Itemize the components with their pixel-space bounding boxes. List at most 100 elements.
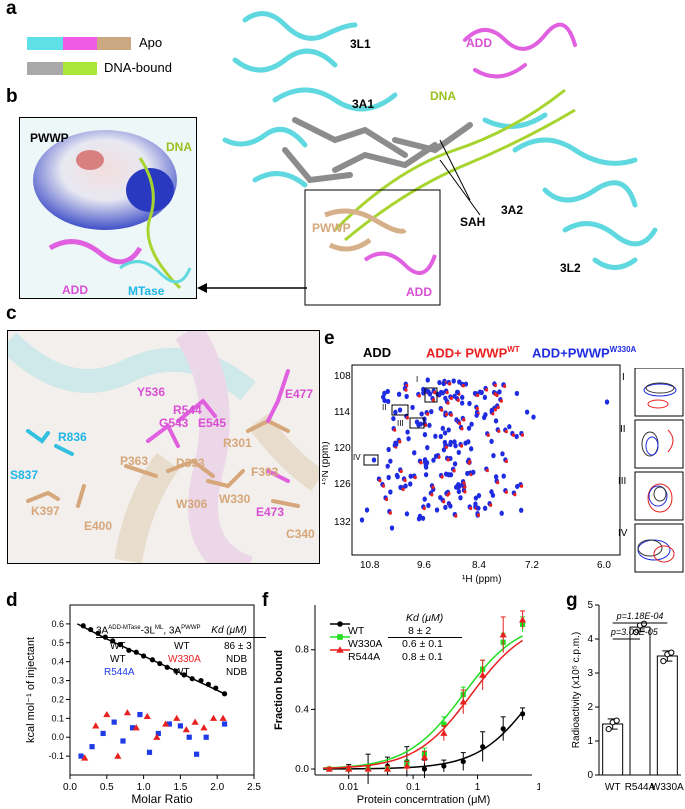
roman-II: II: [620, 424, 626, 435]
radio-point-W330A: [668, 649, 675, 656]
nmr-peak: [403, 478, 407, 483]
nmr-y-tick: 132: [334, 517, 351, 528]
binding-y-label: Fraction bound: [273, 650, 285, 730]
nmr-peak: [419, 411, 424, 417]
itc-y-tick-label: 0.4: [51, 657, 64, 667]
itc-point-s2: [182, 726, 190, 733]
roman-II-box: II: [382, 403, 387, 412]
roman-III: III: [618, 476, 627, 487]
binding-legend-wt-kd: 8 ± 2: [408, 625, 432, 637]
nmr-peak: [468, 459, 472, 464]
nmr-peak: [489, 407, 494, 413]
itc-row2-col2: W330A: [168, 654, 201, 666]
nmr-peak: [401, 487, 405, 492]
nmr-peak: [440, 390, 445, 396]
nmr-peak: [501, 473, 506, 479]
res-P363: P363: [120, 454, 149, 468]
nmr-peak: [504, 429, 508, 434]
itc-point-s0: [198, 677, 204, 684]
binding-point-R544A: [479, 671, 487, 678]
itc-point-s1: [120, 738, 126, 744]
nmr-peak: [438, 494, 443, 501]
nmr-peak: [454, 389, 460, 395]
nmr-peak: [404, 511, 410, 517]
structure-illustration: [222, 11, 658, 306]
nmr-peak: [520, 433, 525, 437]
itc-row3-col2: WT: [174, 667, 190, 679]
ribbon-magenta-add: [463, 22, 577, 79]
itc-y-tick-label: 0.5: [51, 638, 64, 648]
binding-x-label: Protein concerntration (μM): [357, 794, 491, 806]
nmr-peak: [399, 469, 403, 474]
label-DNA-a: DNA: [430, 89, 456, 103]
itc-point-s2: [209, 714, 218, 721]
nmr-peak: [412, 450, 417, 456]
itc-point-s0: [149, 657, 156, 663]
itc-point-s2: [132, 724, 140, 731]
nmr-peak: [463, 485, 467, 489]
nmr-peak: [359, 517, 365, 523]
itc-point-s2: [191, 718, 199, 725]
itc-x-tick-label: 2.0: [210, 782, 224, 793]
nmr-y-tick: 120: [334, 443, 351, 454]
itc-point-s2: [153, 733, 161, 740]
itc-row1-col2: WT: [174, 641, 190, 653]
nmr-peak: [364, 507, 370, 513]
itc-point-s1: [129, 725, 136, 731]
binding-point-R544A: [499, 631, 507, 638]
label-DNA-b: DNA: [166, 140, 192, 154]
itc-y-tick-label: 0.6: [51, 619, 64, 629]
nmr-peak: [443, 395, 448, 401]
res-W330: W330: [219, 492, 251, 506]
nmr-peak: [483, 412, 488, 418]
nmr-peak: [393, 409, 398, 415]
nmr-peak: [493, 474, 499, 480]
nmr-peak: [448, 472, 454, 478]
itc-point-s0: [157, 660, 163, 667]
radio-y-tick-label: 0: [587, 770, 593, 781]
binding-point-R544A: [518, 616, 527, 623]
nmr-peak: [419, 460, 423, 465]
nmr-peak: [405, 415, 409, 420]
nmr-peak: [420, 515, 426, 521]
nmr-peak: [406, 436, 411, 442]
label-ADD-b: ADD: [62, 283, 88, 297]
binding-point-WT: [421, 766, 428, 772]
nmr-peak: [444, 445, 448, 450]
nmr-peak: [493, 418, 499, 424]
nmr-peak: [438, 433, 444, 440]
legend-dna-green: [63, 62, 97, 75]
nmr-peak: [413, 475, 417, 480]
nmr-peak: [434, 507, 440, 513]
radio-y-tick-label: 2: [587, 702, 593, 713]
radio-y-tick-label: 3: [587, 668, 593, 679]
res-E473: E473: [256, 505, 285, 519]
label-MTase-b: MTase: [128, 284, 165, 298]
itc-point-s1: [100, 730, 106, 737]
itc-point-s1: [186, 734, 192, 740]
nmr-peak: [424, 460, 430, 466]
itc-point-s2: [143, 712, 151, 720]
radio-point-WT: [613, 717, 620, 724]
nmr-peak: [448, 503, 453, 509]
nmr-peak: [499, 510, 504, 516]
itc-point-s2: [103, 710, 111, 718]
nmr-peak: [456, 481, 461, 488]
binding-y-tick-label: 0.0: [295, 764, 309, 775]
nmr-peak: [497, 389, 502, 395]
nmr-peak: [469, 421, 474, 427]
itc-point-s0: [117, 642, 123, 648]
label-SAH: SAH: [460, 215, 486, 229]
label-3A2: 3A2: [501, 203, 524, 217]
itc-y-label: kcal mol⁻¹ of injectant: [25, 637, 37, 743]
label-3L2: 3L2: [560, 261, 581, 275]
res-F303: F303: [251, 465, 279, 479]
nmr-peak: [437, 392, 442, 398]
radio-p-value-1: p=1.18E-04: [616, 611, 664, 621]
radio-point-W330A: [660, 658, 667, 665]
nmr-peak: [518, 507, 524, 513]
itc-point-s2: [200, 724, 208, 731]
nmr-peak: [515, 483, 520, 490]
nmr-peak: [497, 429, 501, 433]
itc-row2-col1: WT: [110, 654, 126, 666]
